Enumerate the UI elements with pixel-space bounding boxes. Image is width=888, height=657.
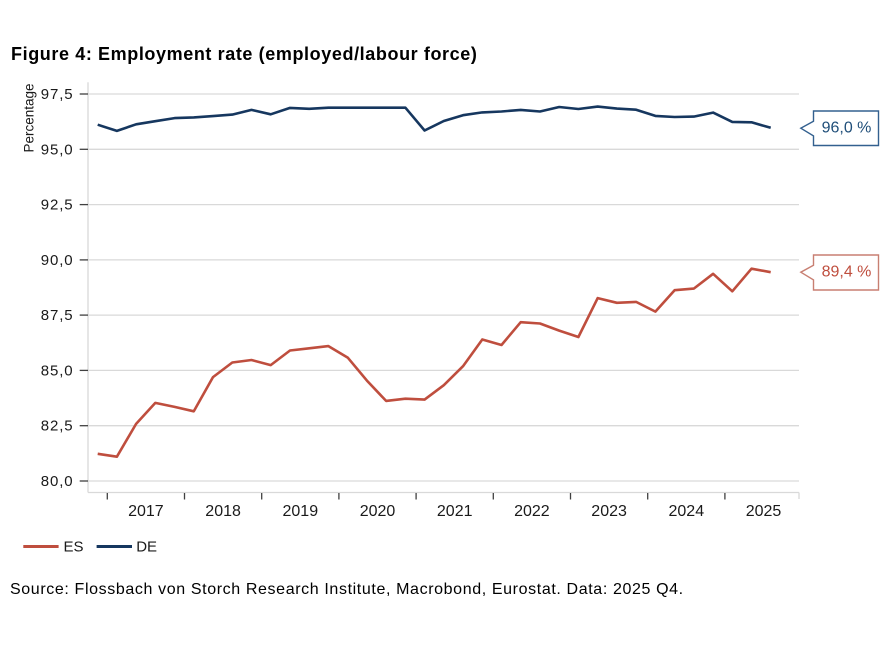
svg-text:2022: 2022 (514, 503, 550, 520)
svg-text:2017: 2017 (128, 503, 164, 520)
svg-text:87,5: 87,5 (41, 307, 74, 324)
svg-text:89,4 %: 89,4 % (822, 264, 872, 281)
svg-text:96,0 %: 96,0 % (822, 120, 872, 137)
svg-text:2023: 2023 (591, 503, 627, 520)
svg-text:82,5: 82,5 (41, 418, 74, 435)
svg-text:85,0: 85,0 (41, 362, 74, 379)
svg-text:90,0: 90,0 (41, 252, 74, 269)
svg-text:2025: 2025 (746, 503, 782, 520)
svg-text:2024: 2024 (669, 503, 705, 520)
svg-text:2021: 2021 (437, 503, 473, 520)
svg-text:95,0: 95,0 (41, 141, 74, 158)
svg-text:80,0: 80,0 (41, 473, 74, 490)
svg-text:2018: 2018 (205, 503, 241, 520)
svg-text:2020: 2020 (360, 503, 396, 520)
svg-text:92,5: 92,5 (41, 197, 74, 214)
svg-text:DE: DE (136, 539, 157, 556)
svg-text:ES: ES (64, 539, 84, 556)
svg-text:97,5: 97,5 (41, 86, 74, 103)
svg-text:2019: 2019 (283, 503, 319, 520)
svg-text:Percentage: Percentage (22, 83, 37, 152)
